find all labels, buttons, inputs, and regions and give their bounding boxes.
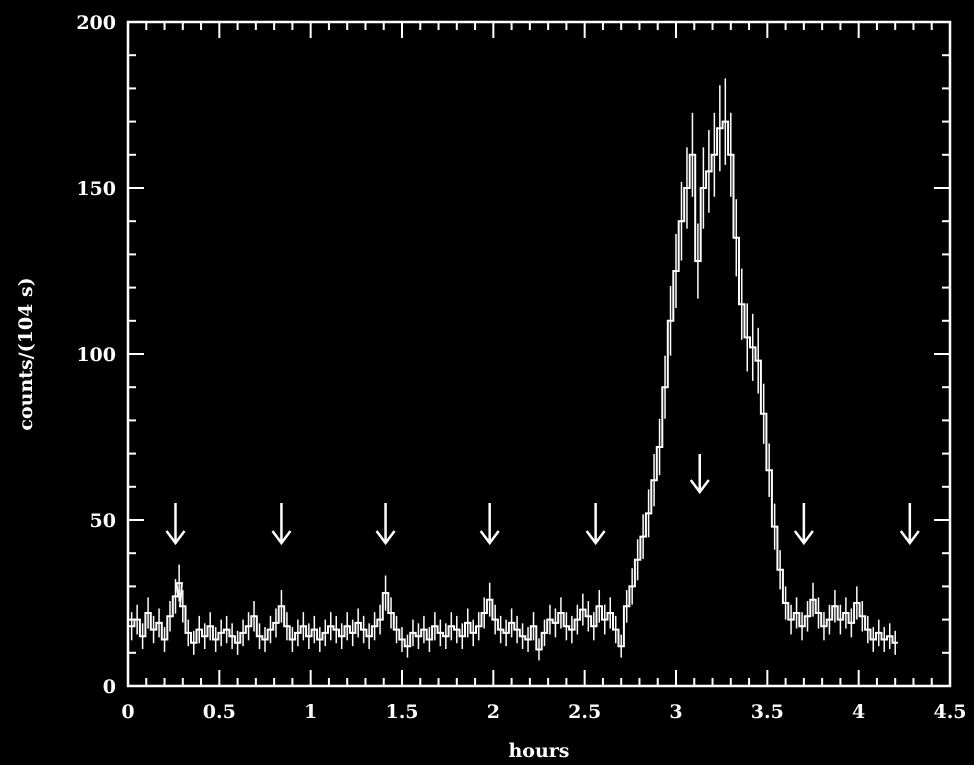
y-tick-labels: 0 50 100 150 200 bbox=[76, 12, 116, 698]
series-line bbox=[128, 120, 898, 651]
plot-frame bbox=[126, 20, 952, 688]
y-tick-label: 50 bbox=[90, 510, 116, 532]
x-tick-label: 2 bbox=[487, 701, 500, 723]
x-tick-labels: 0 0.5 1 1.5 2 2.5 3 3.5 4 4.5 bbox=[121, 701, 966, 723]
y-tick-label: 100 bbox=[76, 344, 116, 366]
x-tick-label: 3.5 bbox=[751, 701, 784, 723]
x-tick-label: 0 bbox=[121, 701, 134, 723]
y-tick-label: 0 bbox=[103, 676, 116, 698]
arrow-marker bbox=[793, 503, 814, 546]
x-tick-label: 3 bbox=[669, 701, 682, 723]
x-tick-label: 4.5 bbox=[933, 701, 966, 723]
arrow-marker bbox=[899, 503, 920, 546]
x-tick-label: 0.5 bbox=[203, 701, 236, 723]
axis-ticks bbox=[127, 21, 951, 687]
y-axis-label: counts/(104 s) bbox=[15, 277, 37, 430]
arrow-markers bbox=[165, 454, 920, 546]
y-tick-label: 200 bbox=[76, 12, 116, 34]
arrow-marker bbox=[689, 454, 710, 495]
arrow-marker bbox=[165, 503, 186, 546]
x-tick-label: 4 bbox=[852, 701, 865, 723]
arrow-marker bbox=[375, 503, 396, 546]
arrow-marker bbox=[271, 503, 292, 546]
x-axis-label: hours bbox=[508, 740, 569, 762]
arrow-marker bbox=[479, 503, 500, 546]
x-tick-label: 1.5 bbox=[385, 701, 418, 723]
arrow-marker bbox=[585, 503, 606, 546]
series-layer bbox=[128, 78, 898, 661]
y-tick-label: 150 bbox=[76, 178, 116, 200]
x-tick-label: 1 bbox=[304, 701, 317, 723]
x-tick-label: 2.5 bbox=[568, 701, 601, 723]
